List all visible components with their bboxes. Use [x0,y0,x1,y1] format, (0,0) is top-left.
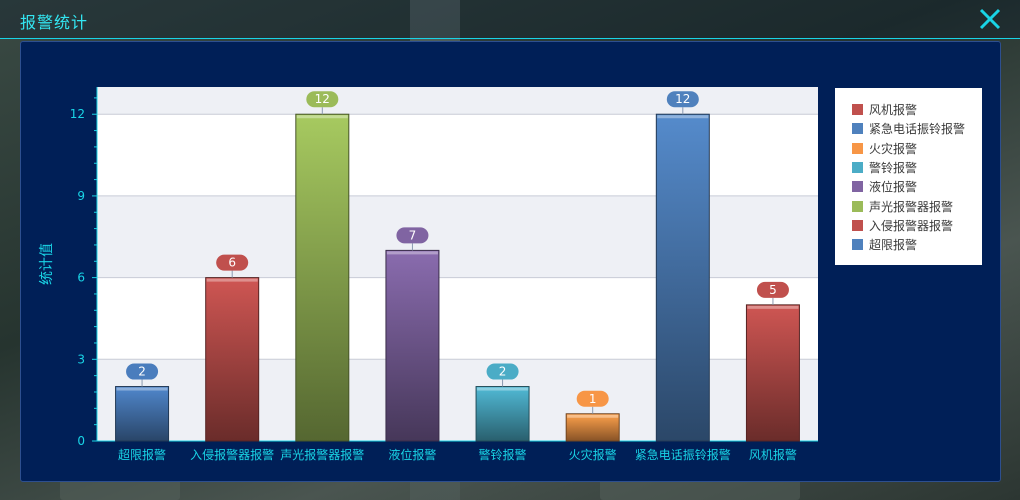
data-label: 5 [769,283,777,297]
data-label: 2 [138,365,146,379]
x-tick-label: 紧急电话振铃报警 [635,447,731,462]
legend-label: 紧急电话振铃报警 [869,122,966,137]
bar-chart: 036912统计值超限报警2入侵报警器报警6声光报警器报警12液位报警7警铃报警… [39,87,818,462]
bar [745,304,800,442]
data-label-badge [666,91,699,108]
bar-highlight [116,387,168,391]
bar-highlight [657,115,709,119]
bar-highlight [206,278,258,282]
chart-panel: 0 3 6 9 12 统计值 超限报警 2 入侵报警器报警 6 声光报警器报警 12 液位报警 7 警铃报警… [20,41,1001,482]
window-title: 报警统计 [20,13,89,32]
x-tick-label: 火灾报警 [569,447,617,462]
plot-band [97,87,818,115]
bar [475,386,530,442]
x-tick-label: 警铃报警 [479,447,527,462]
x-tick-label: 液位报警 [388,447,436,462]
legend-swatch [852,181,863,193]
x-tick-label: 声光报警器报警 [280,447,364,462]
y-tick-label: 12 [70,107,85,121]
bar [565,413,620,442]
close-icon [979,8,1001,30]
bar-highlight [296,115,348,119]
legend-swatch [852,123,863,135]
y-tick-label: 0 [77,434,85,448]
legend-label: 风机报警 [869,103,918,117]
y-axis-title: 统计值 [39,243,55,285]
data-label: 7 [409,228,417,242]
data-label-badge [756,281,789,298]
data-label: 2 [499,365,507,379]
legend-label: 警铃报警 [869,160,918,175]
bar [205,277,260,442]
data-label-badge [306,91,339,108]
bar [655,113,710,442]
bar-highlight [386,251,438,255]
legend-swatch [852,239,863,251]
legend-label: 入侵报警器报警 [869,218,954,233]
legend-swatch [852,161,863,173]
bar [295,113,350,442]
bar-highlight [567,414,619,418]
window-header: 报警统计 [0,0,1020,39]
legend-swatch [852,200,863,212]
legend-swatch [852,142,863,154]
chart-legend: 风机报警紧急电话振铃报警 火灾报警警铃报警液位报警声光报警器报警 入侵报警器报警 超限… [835,88,982,265]
data-label-badge [396,227,429,244]
data-label: 12 [675,92,690,106]
y-tick-label: 6 [77,271,85,285]
legend-label: 超限报警 [869,238,918,253]
legend-swatch [852,219,863,231]
bar [115,386,170,442]
legend-label: 声光报警器报警 [869,199,954,214]
y-tick-label: 3 [77,352,85,366]
x-tick-label: 入侵报警器报警 [190,447,274,462]
data-label-badge [576,390,609,407]
plot-band [97,359,818,441]
legend-swatch [852,104,863,115]
bar-highlight [477,387,529,391]
data-label: 6 [228,256,236,270]
legend-label: 液位报警 [869,180,918,195]
close-button[interactable] [977,6,1003,32]
y-tick-label: 9 [77,189,85,203]
legend-label: 火灾报警 [869,141,918,156]
data-label-badge [216,254,249,271]
data-label: 1 [589,392,597,406]
bar-highlight [747,305,799,309]
plot-band [97,195,818,278]
x-tick-label: 风机报警 [749,447,797,462]
x-tick-label: 超限报警 [118,447,166,462]
data-label-badge [126,363,159,380]
data-label-badge [486,363,519,380]
data-label: 12 [315,92,330,106]
bar [385,249,440,442]
